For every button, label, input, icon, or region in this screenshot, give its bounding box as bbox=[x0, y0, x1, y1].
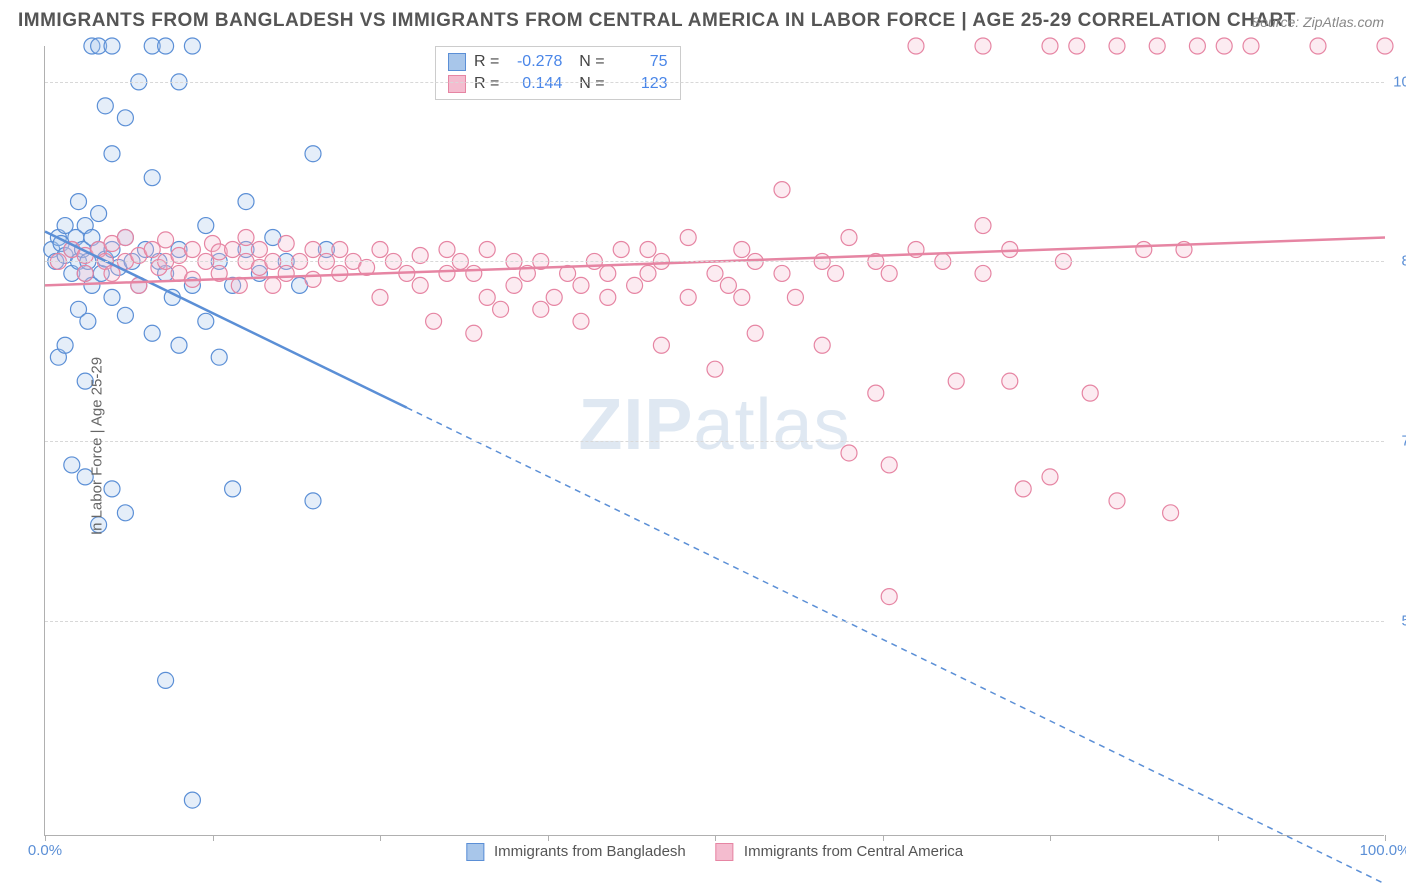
stats-row-bangladesh: R = -0.278 N = 75 bbox=[448, 51, 668, 73]
stats-n-label: N = bbox=[570, 75, 604, 93]
scatter-plot: R = -0.278 N = 75 R = 0.144 N = 123 ZIPa… bbox=[44, 46, 1384, 836]
x-tick-label: 100.0% bbox=[1360, 842, 1406, 859]
x-tick bbox=[1050, 835, 1051, 841]
x-tick bbox=[213, 835, 214, 841]
legend-swatch-central-america bbox=[716, 843, 734, 861]
legend-label-bangladesh: Immigrants from Bangladesh bbox=[494, 843, 686, 860]
y-axis-label: In Labor Force | Age 25-29 bbox=[89, 357, 106, 535]
stats-swatch-bangladesh bbox=[448, 53, 466, 71]
gridline bbox=[45, 261, 1384, 262]
stats-r-label: R = bbox=[474, 75, 499, 93]
legend-swatch-bangladesh bbox=[466, 843, 484, 861]
stats-r-label: R = bbox=[474, 53, 499, 71]
x-tick bbox=[45, 835, 46, 841]
x-tick bbox=[1218, 835, 1219, 841]
chart-title: IMMIGRANTS FROM BANGLADESH VS IMMIGRANTS… bbox=[18, 10, 1296, 32]
stats-n-label: N = bbox=[570, 53, 604, 71]
stats-n-value-central-america: 123 bbox=[613, 75, 668, 93]
y-tick-label: 55.0% bbox=[1389, 612, 1406, 629]
y-tick-label: 100.0% bbox=[1389, 73, 1406, 90]
x-tick bbox=[548, 835, 549, 841]
legend-bottom: Immigrants from Bangladesh Immigrants fr… bbox=[466, 843, 963, 861]
source-label: Source: ZipAtlas.com bbox=[1251, 14, 1384, 30]
legend-item-bangladesh: Immigrants from Bangladesh bbox=[466, 843, 686, 861]
y-tick-label: 85.0% bbox=[1389, 253, 1406, 270]
gridline bbox=[45, 441, 1384, 442]
gridline bbox=[45, 82, 1384, 83]
gridline bbox=[45, 621, 1384, 622]
stats-legend-box: R = -0.278 N = 75 R = 0.144 N = 123 bbox=[435, 46, 681, 100]
stats-n-value-bangladesh: 75 bbox=[613, 53, 668, 71]
stats-r-value-central-america: 0.144 bbox=[507, 75, 562, 93]
x-tick bbox=[715, 835, 716, 841]
x-tick bbox=[380, 835, 381, 841]
stats-row-central-america: R = 0.144 N = 123 bbox=[448, 73, 668, 95]
legend-label-central-america: Immigrants from Central America bbox=[744, 843, 963, 860]
x-tick-label: 0.0% bbox=[28, 842, 62, 859]
y-tick-label: 70.0% bbox=[1389, 433, 1406, 450]
legend-item-central-america: Immigrants from Central America bbox=[716, 843, 963, 861]
x-tick bbox=[1385, 835, 1386, 841]
stats-swatch-central-america bbox=[448, 75, 466, 93]
stats-r-value-bangladesh: -0.278 bbox=[507, 53, 562, 71]
x-tick bbox=[883, 835, 884, 841]
